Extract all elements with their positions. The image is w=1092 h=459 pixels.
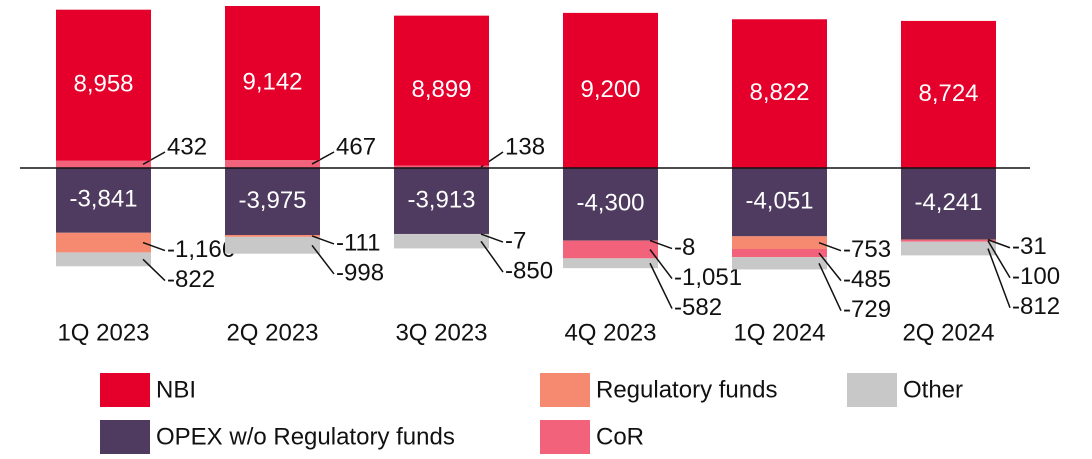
data-label: -582 [674, 294, 722, 321]
bar-segment [563, 240, 658, 259]
bar-segment [563, 258, 658, 269]
bar-segment [56, 252, 151, 267]
data-label: -4,300 [576, 190, 644, 217]
bar-segment [901, 239, 996, 241]
leader-line [818, 262, 842, 311]
legend-swatch [540, 373, 590, 407]
legend-label: CoR [596, 423, 644, 450]
bar-segment [56, 168, 151, 233]
legend-swatch [540, 420, 590, 454]
bar-segment [901, 168, 996, 240]
bar-segment [394, 168, 489, 234]
data-label: -7 [505, 227, 526, 254]
leader-line [142, 241, 166, 252]
bar-segment [394, 15, 489, 166]
leader-line [311, 244, 335, 275]
leader-line [480, 240, 504, 273]
bar-segment [225, 160, 320, 168]
bar-segment [56, 9, 151, 161]
legend-label: OPEX w/o Regulatory funds [156, 423, 455, 450]
data-label: -111 [336, 229, 380, 256]
bar-segment [394, 234, 489, 249]
leader-line [987, 239, 1011, 249]
leader-line [649, 249, 673, 280]
bar-segment [225, 235, 320, 237]
data-label: -485 [843, 266, 891, 293]
data-label: -1,166 [167, 236, 235, 263]
leader-line [142, 258, 166, 282]
leader-line [818, 241, 842, 252]
x-tick-label: 2Q 2023 [226, 319, 318, 346]
leader-line [987, 240, 1011, 279]
bar-segment [225, 168, 320, 236]
leader-line [311, 235, 335, 245]
data-label: -729 [843, 296, 891, 323]
bar-segment [732, 248, 827, 258]
data-label: -822 [167, 266, 215, 293]
data-label: -753 [843, 236, 891, 263]
bar-segment [732, 19, 827, 168]
bar-segment [732, 236, 827, 249]
data-label: -3,913 [407, 186, 475, 213]
bar-segment [732, 168, 827, 237]
data-label: 8,724 [918, 80, 978, 107]
data-label: -31 [1012, 233, 1047, 260]
data-label: 467 [336, 133, 376, 160]
data-label: -812 [1012, 293, 1060, 320]
legend-swatch [847, 373, 897, 407]
leader-line [142, 151, 166, 166]
bar-segment [225, 6, 320, 161]
legend-label: Other [903, 376, 963, 403]
leader-line [818, 252, 842, 282]
legend-label: NBI [156, 376, 196, 403]
leader-line [480, 233, 504, 243]
data-label: 8,958 [73, 71, 133, 98]
bar-segment [901, 20, 996, 169]
data-label: 9,142 [242, 68, 302, 95]
x-tick-label: 1Q 2023 [57, 319, 149, 346]
data-label: 9,200 [580, 76, 640, 103]
bar-segment [563, 168, 658, 241]
data-label: -998 [336, 259, 384, 286]
data-label: 432 [167, 133, 207, 160]
data-label: -100 [1012, 263, 1060, 290]
leader-line [987, 248, 1011, 309]
x-tick-label: 1Q 2024 [733, 319, 825, 346]
data-label: -850 [505, 257, 553, 284]
x-tick-label: 2Q 2024 [902, 319, 994, 346]
x-tick-label: 4Q 2023 [564, 319, 656, 346]
x-tick-label: 3Q 2023 [395, 319, 487, 346]
leader-line [649, 239, 673, 250]
data-label: -1,051 [674, 264, 742, 291]
legend-swatch [100, 420, 150, 454]
bar-segment [901, 240, 996, 242]
bar-segment [56, 232, 151, 253]
bar-segment [901, 241, 996, 256]
bar-segment [56, 160, 151, 168]
bar-segment [563, 12, 658, 168]
bar-segment [732, 257, 827, 270]
data-label: -8 [674, 234, 695, 261]
data-label: 138 [505, 133, 545, 160]
data-label: -3,975 [238, 187, 306, 214]
legend-swatch [100, 373, 150, 407]
data-label: -3,841 [69, 186, 137, 213]
data-label: -4,051 [745, 187, 813, 214]
bar-segment [225, 236, 320, 254]
legend-label: Regulatory funds [596, 376, 777, 403]
data-label: -4,241 [914, 189, 982, 216]
data-label: 8,822 [749, 79, 809, 106]
data-label: 8,899 [411, 76, 471, 103]
leader-line [649, 262, 673, 309]
bar-segment [394, 165, 489, 168]
leader-line [311, 151, 335, 165]
